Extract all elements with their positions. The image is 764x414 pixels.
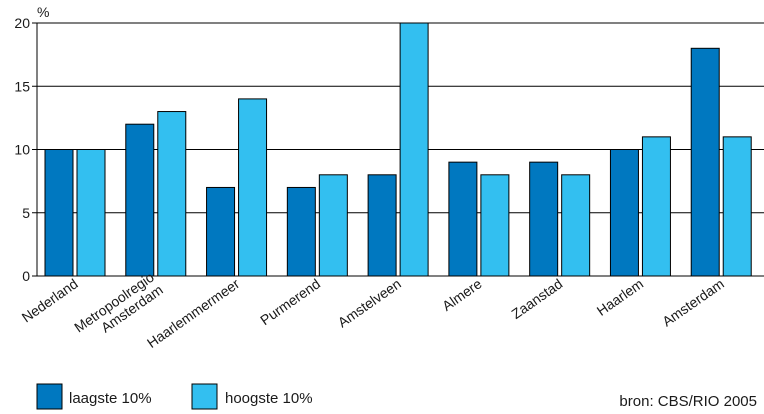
y-axis-label: %: [37, 4, 49, 20]
bar-hoogste-1: [157, 111, 187, 277]
legend-label-1: hoogste 10%: [225, 390, 313, 407]
bar-hoogste-0: [76, 149, 106, 277]
category-label-6: Zaanstad: [508, 275, 565, 322]
category-label-3: Purmerend: [257, 275, 323, 328]
bar-laagste-2: [206, 186, 236, 277]
bar-laagste-3: [286, 186, 316, 277]
bar-laagste-5: [448, 161, 478, 277]
y-tick-label-10: 10: [14, 142, 30, 158]
bar-hoogste-6: [561, 174, 591, 277]
legend: laagste 10% hoogste 10%: [36, 383, 313, 410]
y-tick-label-5: 5: [22, 205, 30, 221]
bar-hoogste-4: [399, 22, 429, 277]
y-tick-label-20: 20: [14, 15, 30, 31]
axes: [32, 22, 764, 277]
legend-swatch-0: [36, 383, 63, 410]
bar-laagste-4: [367, 174, 397, 277]
category-label-8: Amsterdam: [659, 275, 727, 329]
bar-hoogste-8: [722, 136, 752, 277]
y-tick-label-15: 15: [14, 78, 30, 94]
legend-label-0: laagste 10%: [69, 390, 152, 407]
category-label-7: Haarlem: [594, 275, 647, 318]
legend-swatch-1: [191, 383, 218, 410]
bar-laagste-1: [125, 123, 155, 277]
bars: [44, 22, 752, 277]
bar-hoogste-7: [641, 136, 671, 277]
bar-hoogste-3: [318, 174, 348, 277]
category-label-5: Almere: [439, 275, 485, 314]
bar-hoogste-2: [238, 98, 268, 277]
bar-hoogste-5: [480, 174, 510, 277]
bar-laagste-7: [609, 149, 639, 277]
bar-laagste-0: [44, 149, 74, 277]
bar-laagste-6: [529, 161, 559, 277]
y-tick-label-0: 0: [22, 268, 30, 284]
category-label-4: Amstelveen: [335, 275, 404, 330]
source-note: bron: CBS/RIO 2005: [619, 393, 757, 410]
bar-laagste-8: [690, 47, 720, 277]
